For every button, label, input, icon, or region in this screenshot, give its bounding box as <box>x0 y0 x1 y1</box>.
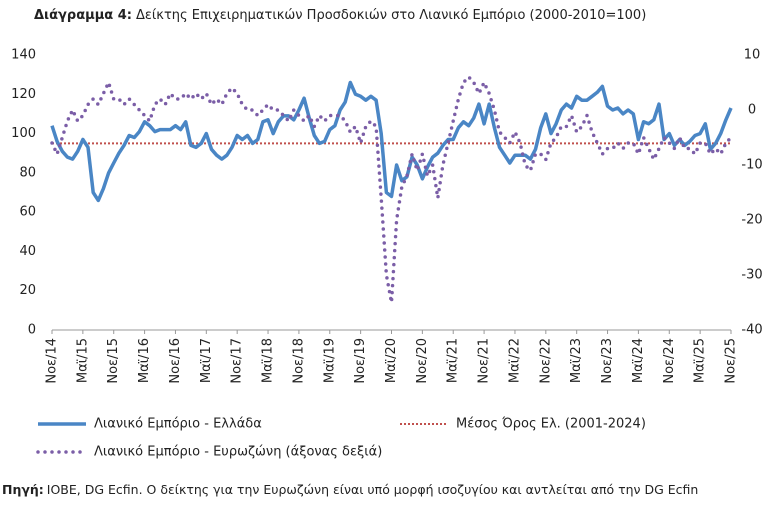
series-line <box>50 75 733 305</box>
x-tick-label: Μαϊ/16 <box>137 338 152 383</box>
x-tick-label: Μαϊ/15 <box>75 338 90 383</box>
y2-tick-label: -40 <box>741 323 762 338</box>
y-tick-label: 100 <box>11 126 36 141</box>
source-label: Πηγή: <box>2 482 44 497</box>
legend-label: Μέσος Όρος Ελ. (2001-2024) <box>456 417 646 432</box>
chart-title: Διάγραμμα 4: Δείκτης Επιχειρηματικών Προσ… <box>34 8 646 23</box>
x-tick-label: Μαϊ/21 <box>446 338 461 383</box>
x-tick-label: Νοε/25 <box>724 338 739 384</box>
title-text: Δείκτης Επιχειρηματικών Προσδοκιών στο Λ… <box>136 8 646 23</box>
x-tick-label: Νοε/20 <box>415 338 430 384</box>
x-tick-label: Νοε/16 <box>168 338 183 384</box>
x-tick-label: Νοε/24 <box>662 338 677 384</box>
y2-tick-label: 0 <box>748 103 756 118</box>
y-tick-label: 0 <box>28 323 36 338</box>
x-tick-label: Μαϊ/20 <box>384 338 399 383</box>
x-tick-label: Νοε/14 <box>45 338 60 384</box>
y-tick-label: 80 <box>19 165 36 180</box>
x-tick-label: Μαϊ/17 <box>199 338 214 383</box>
x-tick-label: Μαϊ/19 <box>322 338 337 383</box>
x-tick-label: Μαϊ/25 <box>693 338 708 383</box>
legend-label: Λιανικό Εμπόριο - Ευρωζώνη (άξονας δεξιά… <box>94 445 382 460</box>
x-tick-label: Μαϊ/18 <box>261 338 276 383</box>
x-tick-label: Νοε/19 <box>353 338 368 384</box>
x-tick-label: Νοε/22 <box>538 338 553 384</box>
x-tick-label: Νοε/17 <box>230 338 245 384</box>
title-bold: Διάγραμμα 4: <box>34 8 132 23</box>
source-note: Πηγή: ΙΟΒΕ, DG Ecfin. Ο δείκτης για την Ε… <box>2 482 698 497</box>
y2-tick-label: -30 <box>741 268 762 283</box>
x-tick-label: Νοε/23 <box>600 338 615 384</box>
y2-tick-label: -10 <box>741 158 762 173</box>
x-tick-label: Μαϊ/24 <box>631 338 646 383</box>
y-tick-label: 120 <box>11 87 36 102</box>
x-tick-label: Μαϊ/22 <box>507 338 522 383</box>
y-tick-label: 40 <box>19 244 36 259</box>
x-tick-label: Νοε/18 <box>291 338 306 384</box>
series-line <box>50 80 733 203</box>
x-tick-label: Νοε/15 <box>106 338 121 384</box>
source-text: ΙΟΒΕ, DG Ecfin. Ο δείκτης για την Ευρωζώ… <box>47 482 699 497</box>
y-tick-label: 20 <box>19 283 36 298</box>
y-tick-label: 140 <box>11 48 36 63</box>
y2-tick-label: -20 <box>741 213 762 228</box>
legend-label: Λιανικό Εμπόριο - Ελλάδα <box>94 417 262 432</box>
x-tick-label: Νοε/21 <box>477 338 492 384</box>
y2-tick-label: 10 <box>744 48 761 63</box>
y-tick-label: 60 <box>19 205 36 220</box>
x-tick-label: Μαϊ/23 <box>569 338 584 383</box>
